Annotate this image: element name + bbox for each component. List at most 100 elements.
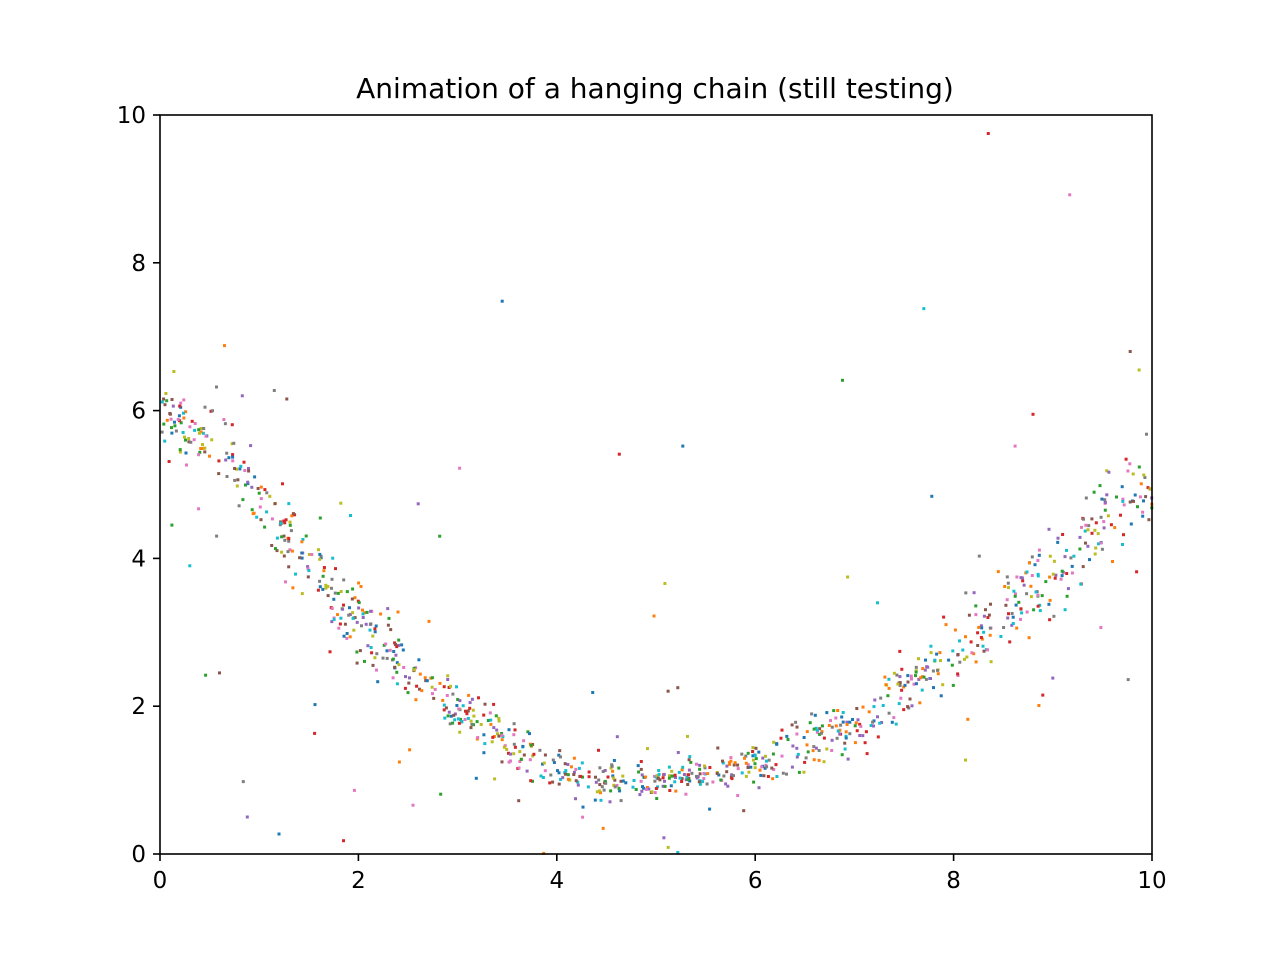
data-point [733,761,737,765]
data-point [680,768,684,772]
data-point [618,789,622,793]
data-point [1051,676,1055,680]
data-point [751,758,755,762]
data-point [982,630,986,634]
data-point [259,497,263,501]
data-point [933,658,937,662]
data-point [176,418,180,421]
data-point [1013,594,1017,598]
data-point [654,787,658,790]
data-point [376,680,380,684]
data-point [1003,585,1007,588]
data-point [288,548,292,552]
data-point [551,780,555,784]
data-point [956,674,960,677]
data-point [653,779,657,783]
data-point [898,684,902,687]
data-point [856,718,860,722]
data-point [988,626,992,630]
data-point [865,752,869,756]
data-point [1081,565,1085,569]
data-point [819,731,823,735]
data-point [174,429,178,433]
data-point [982,614,986,618]
data-point [458,699,462,703]
data-point [839,723,843,727]
data-point [1030,555,1034,559]
data-point [918,701,922,705]
data-point [1084,496,1088,500]
data-point [300,551,304,555]
data-point [609,766,613,770]
data-point [685,775,689,779]
data-point [342,603,345,607]
data-point [241,498,245,502]
data-point [966,717,970,721]
data-point [247,467,250,470]
data-point [812,758,816,762]
data-point [972,591,976,595]
data-point [334,567,337,571]
data-point [306,567,310,571]
data-point [688,779,692,783]
data-point [1006,581,1010,585]
data-point [1056,536,1060,540]
data-point [538,748,542,752]
data-point [844,730,848,734]
data-point [386,623,390,627]
data-point [871,720,875,724]
data-point [193,428,197,432]
data-point [681,444,685,448]
data-point [604,781,608,785]
data-point [1056,540,1060,544]
data-point [369,646,373,649]
data-point [169,417,173,421]
data-point [1022,583,1026,587]
data-point [895,673,899,677]
data-point [673,780,677,784]
data-point [899,696,903,700]
data-point [317,548,320,552]
data-point [442,685,446,689]
data-point [167,460,171,463]
data-point [566,763,570,766]
data-point [667,776,671,780]
data-point [900,667,904,671]
data-point [375,652,379,656]
data-point [365,610,369,614]
data-point [680,777,684,781]
data-point [1032,608,1036,612]
data-point [805,743,809,747]
data-point [746,763,750,767]
data-point [786,738,790,741]
data-point [476,736,480,739]
data-point [1090,531,1094,535]
data-point [279,521,283,525]
data-point [236,478,240,482]
data-point [427,619,431,623]
data-point [999,635,1003,638]
data-point [162,397,166,401]
data-point [830,749,834,752]
data-point [318,516,322,520]
data-point [1087,524,1091,528]
data-point [199,447,203,450]
data-point [686,778,690,782]
data-point [401,648,405,652]
data-point [941,683,945,687]
data-point [373,627,377,631]
data-point [716,746,720,750]
data-point [662,772,666,776]
data-point [762,774,766,778]
data-point [178,404,182,408]
data-point [894,722,898,726]
data-point [951,649,955,653]
data-point [187,437,191,440]
data-point [282,534,286,538]
data-point [310,553,314,556]
data-point [172,370,176,373]
data-point [942,615,946,619]
data-point [803,760,807,764]
data-point [593,798,597,802]
